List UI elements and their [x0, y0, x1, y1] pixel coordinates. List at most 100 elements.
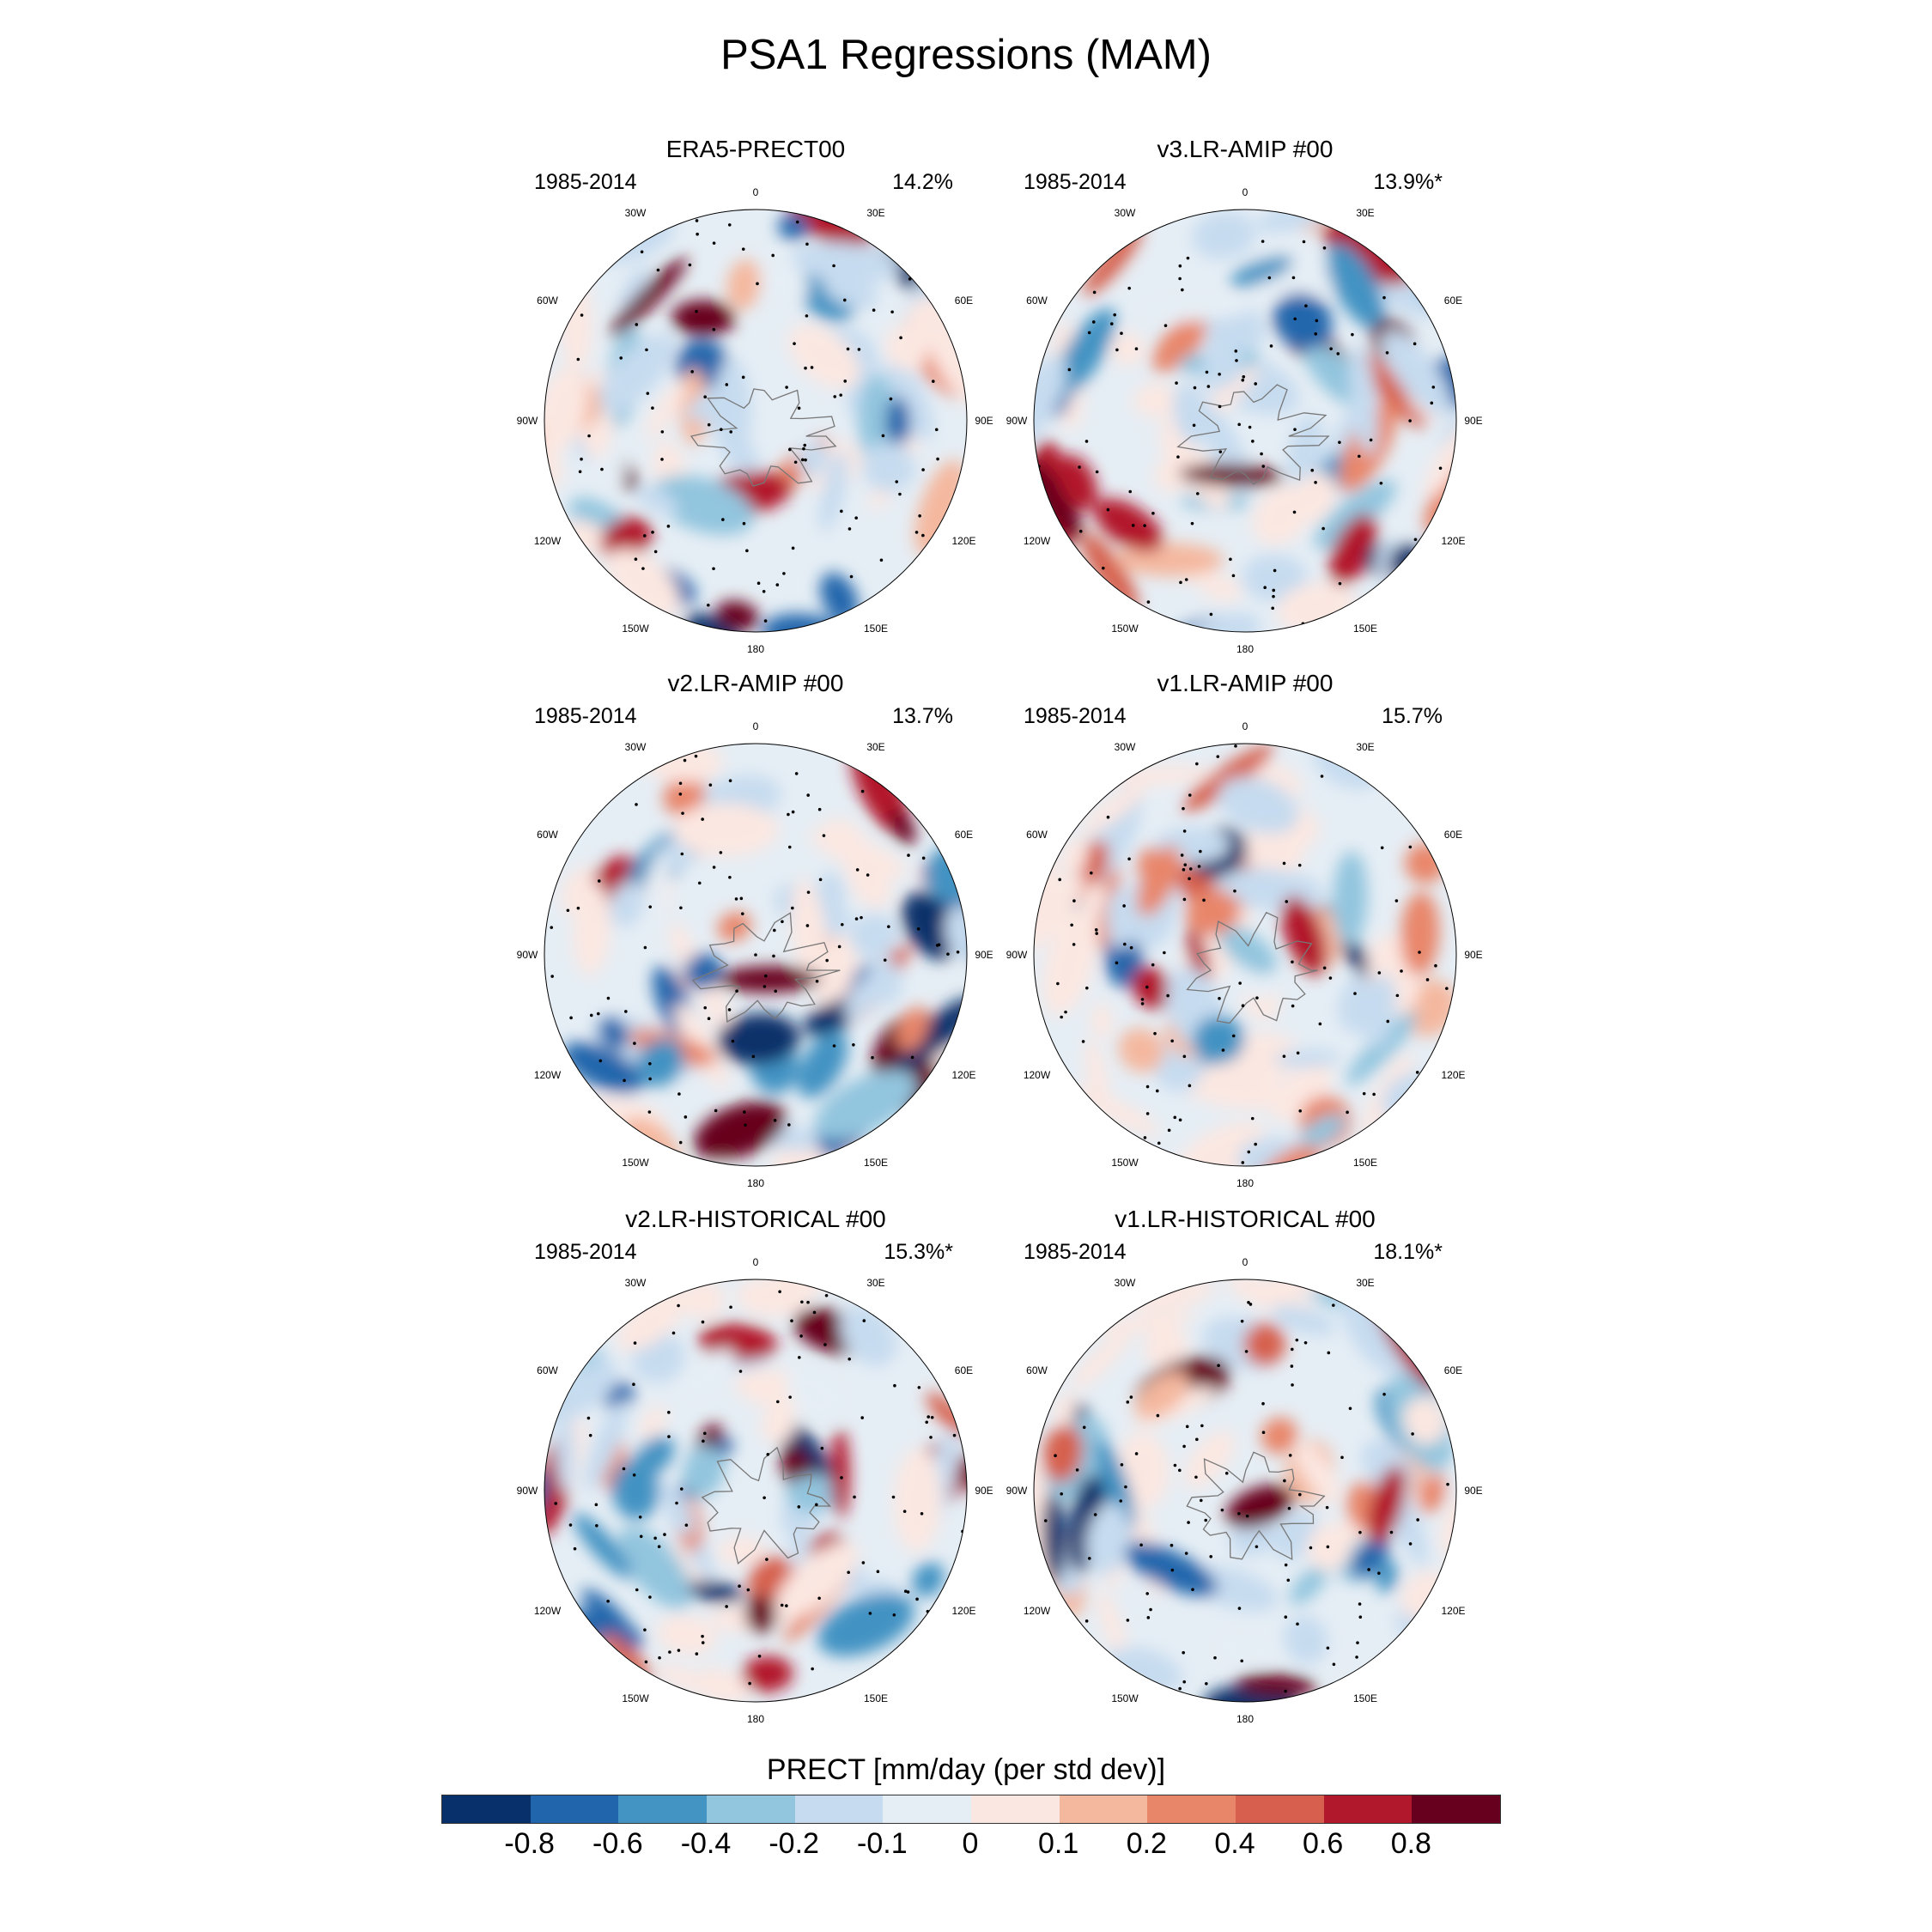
anomaly-patch: [1085, 1504, 1130, 1576]
significance-dot: [1254, 1142, 1257, 1146]
significance-dot: [785, 1604, 788, 1607]
significance-dot: [684, 1523, 689, 1527]
significance-dot: [795, 220, 799, 224]
significance-dot: [1127, 286, 1131, 290]
anomaly-patch: [556, 1413, 576, 1493]
anomaly-patch: [1080, 532, 1139, 612]
significance-dot: [624, 1010, 628, 1013]
anomaly-patch: [1440, 1496, 1456, 1559]
significance-dot: [644, 1660, 648, 1664]
significance-dot: [1139, 1543, 1143, 1547]
map-panel: v3.LR-AMIP #00 1985-2014 13.9%* 0 30E 60E 90E 1…: [1005, 136, 1485, 661]
significance-dot: [762, 985, 767, 988]
significance-dot: [1058, 878, 1061, 882]
colorbar-tick-label: -0.6: [592, 1827, 643, 1860]
anomaly-patch: [1093, 1309, 1197, 1335]
significance-dot: [712, 866, 716, 869]
significance-dot: [1082, 1425, 1086, 1430]
lon-label: 90E: [1464, 415, 1483, 427]
significance-dot: [797, 1356, 801, 1359]
significance-dot: [1326, 1545, 1330, 1549]
significance-dot: [683, 758, 687, 762]
anomaly-patch: [1242, 554, 1308, 602]
anomaly-patch: [1117, 1431, 1170, 1508]
significance-dot: [787, 1123, 791, 1127]
significance-dot: [1178, 264, 1182, 268]
lon-label: 150E: [1352, 623, 1378, 635]
significance-dot: [1237, 1607, 1242, 1610]
anomaly-patch: [869, 958, 902, 1005]
significance-dot: [1221, 1048, 1225, 1052]
significance-dot: [1231, 574, 1236, 578]
significance-dot: [638, 1515, 642, 1519]
significance-dot: [703, 1431, 707, 1436]
significance-dot: [708, 783, 713, 787]
significance-dot: [1272, 594, 1275, 598]
anomaly-patch: [715, 600, 760, 631]
significance-dot: [914, 531, 919, 534]
significance-dot: [1386, 1019, 1390, 1024]
significance-dot: [1157, 1141, 1161, 1145]
significance-dot: [1192, 423, 1196, 428]
significance-dot: [744, 1123, 747, 1127]
significance-dot: [1151, 963, 1155, 967]
significance-dot: [663, 1533, 666, 1536]
significance-dot: [729, 1305, 732, 1309]
significance-dot: [846, 347, 850, 351]
anomaly-patch: [597, 333, 676, 414]
significance-dot: [1358, 1602, 1362, 1606]
significance-dot: [719, 851, 723, 854]
significance-dot: [1151, 511, 1155, 515]
lon-label: 60W: [537, 829, 558, 841]
significance-dot: [1109, 322, 1114, 325]
significance-dot: [645, 348, 648, 352]
significance-dot: [1296, 1622, 1299, 1626]
anomaly-patch: [600, 516, 653, 561]
significance-dot: [1372, 1092, 1376, 1097]
significance-dot: [1106, 815, 1110, 819]
anomaly-patch: [787, 1368, 844, 1422]
significance-dot: [1119, 1499, 1123, 1503]
significance-dot: [667, 1411, 671, 1414]
anomaly-patch: [1329, 513, 1377, 586]
significance-dot: [623, 1078, 626, 1083]
significance-dot: [678, 781, 683, 786]
anomaly-patch: [1253, 484, 1311, 545]
significance-dot: [1271, 606, 1274, 611]
anomaly-patch: [682, 1445, 725, 1497]
map-border: [544, 743, 968, 1167]
significance-dot: [1126, 1619, 1130, 1622]
anomaly-patch: [663, 774, 706, 817]
significance-dot: [1095, 470, 1099, 474]
significance-dot: [1129, 945, 1133, 950]
anomaly-patch: [617, 1287, 688, 1352]
significance-dot: [787, 447, 792, 452]
significance-dot: [847, 1571, 850, 1574]
anomaly-patch: [657, 1615, 717, 1656]
anomaly-patch: [684, 952, 722, 990]
significance-dot: [1293, 317, 1297, 321]
significance-dot: [806, 793, 810, 797]
significance-dot: [881, 434, 885, 438]
significance-dot: [825, 958, 829, 963]
significance-dot: [741, 375, 745, 380]
lon-label: 60W: [1026, 1364, 1048, 1376]
significance-dot: [1318, 1022, 1322, 1026]
significance-dot: [1218, 450, 1223, 453]
significance-dot: [1261, 465, 1266, 468]
anomaly-patch: [791, 241, 900, 284]
anomaly-patch: [581, 1589, 637, 1643]
significance-dot: [1163, 324, 1168, 327]
significance-dot: [1249, 1303, 1253, 1306]
lon-label: 0: [1242, 1256, 1249, 1268]
lon-label: 120W: [1023, 1069, 1051, 1081]
significance-dot: [1336, 352, 1340, 355]
significance-dot: [725, 383, 729, 386]
significance-dot: [1128, 489, 1133, 494]
significance-dot: [1327, 1351, 1331, 1355]
lon-label: 150W: [1111, 623, 1139, 635]
map-panel: v2.LR-HISTORICAL #00 1985-2014 15.3%* 0 30E 6…: [515, 1206, 996, 1731]
lon-label: 90E: [1464, 1485, 1483, 1497]
significance-dot: [823, 1343, 827, 1346]
significance-dot: [860, 789, 865, 793]
